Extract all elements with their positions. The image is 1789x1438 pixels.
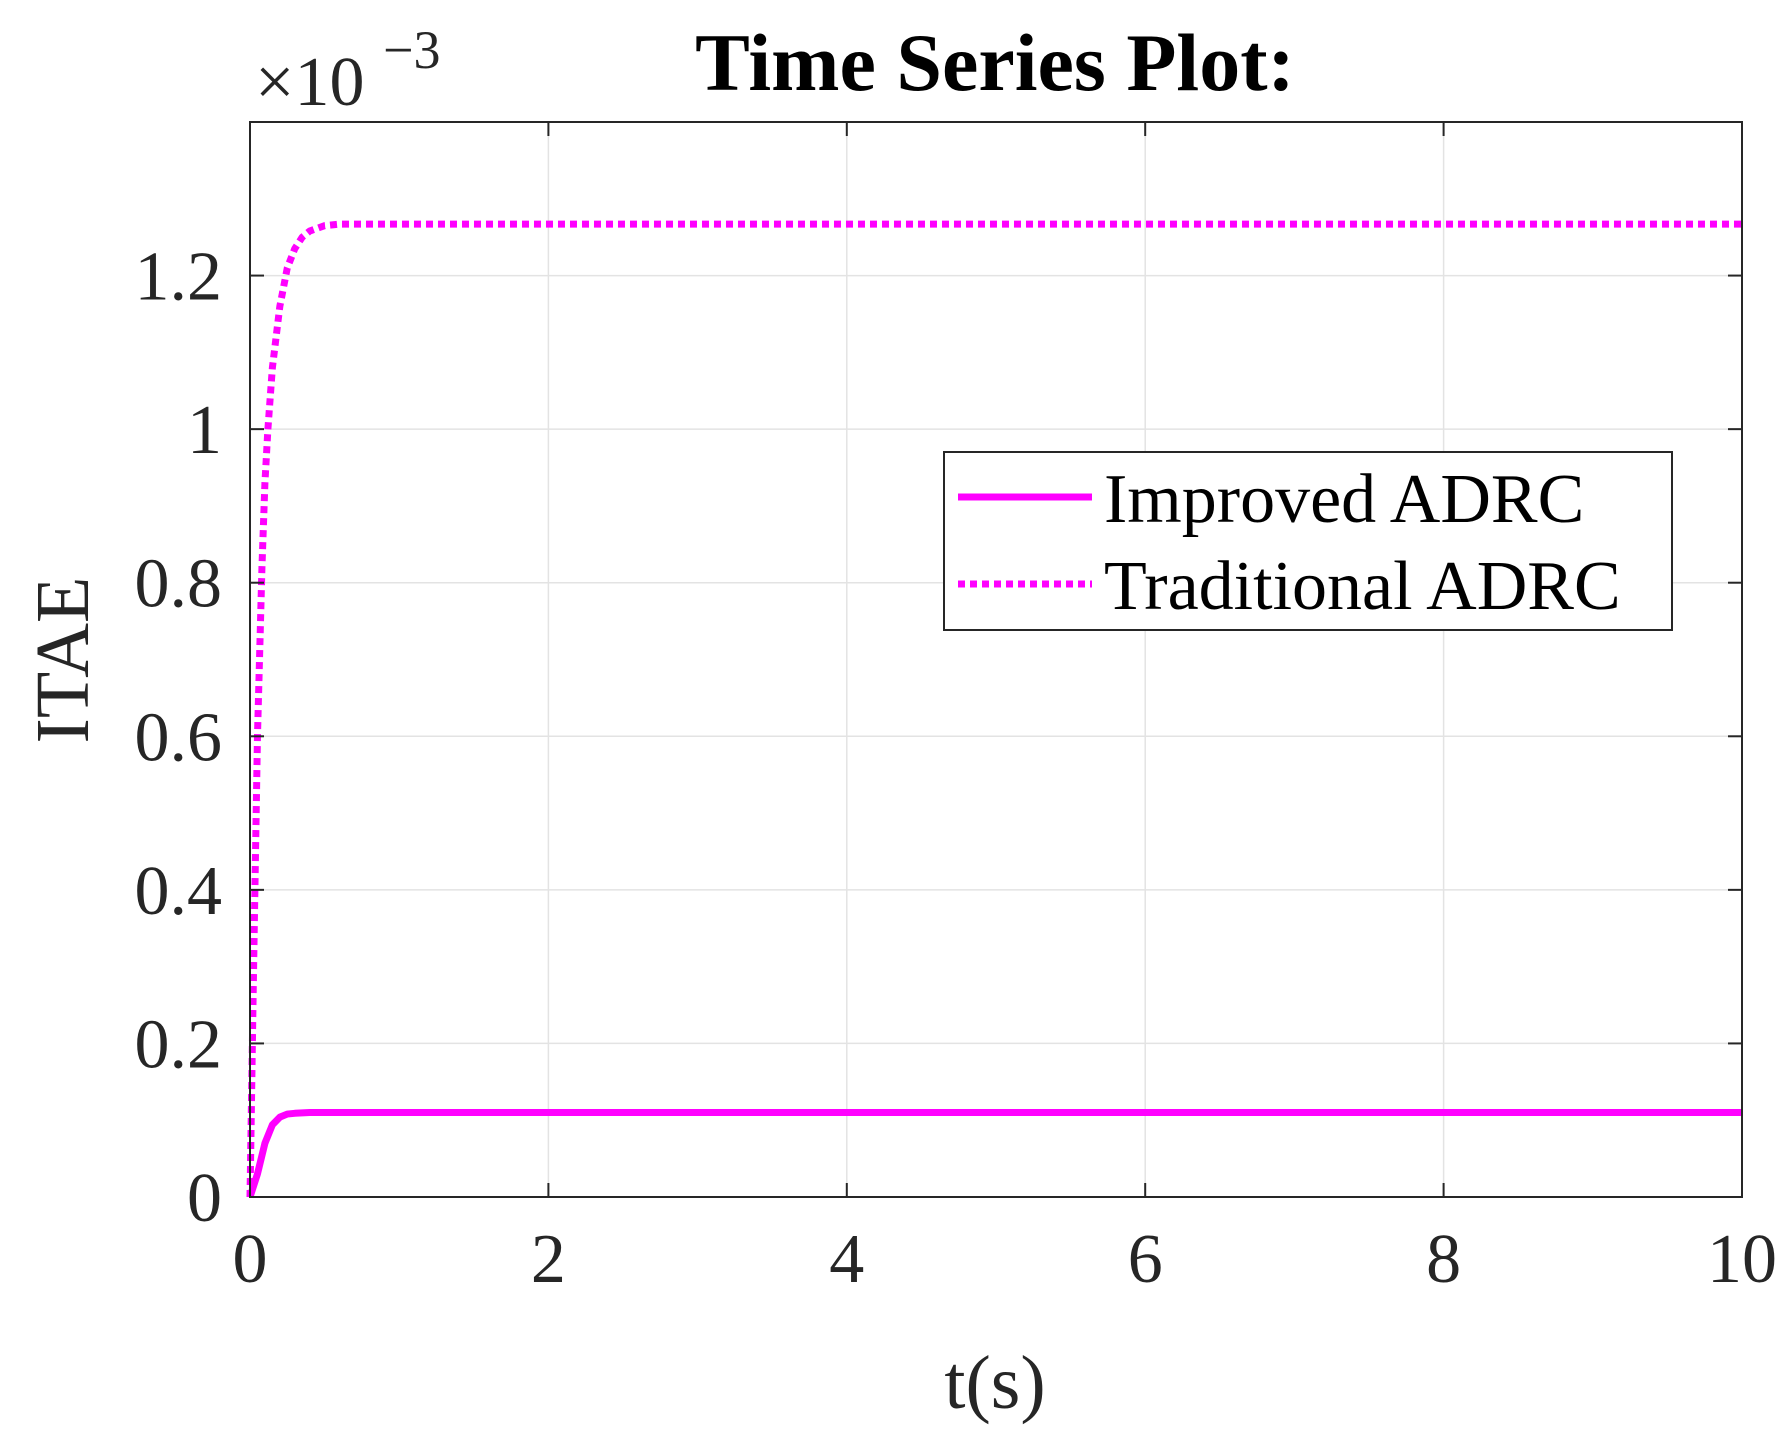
x-axis-title: t(s) — [944, 1341, 1045, 1425]
legend: Improved ADRC Traditional ADRC — [943, 451, 1673, 631]
y-axis-title: ITAE — [21, 577, 105, 744]
plot-frame — [249, 121, 1743, 1198]
x-tick-label: 4 — [829, 1221, 864, 1298]
x-tick-label: 6 — [1128, 1221, 1163, 1298]
y-axis-multiplier: ×10 — [255, 44, 364, 121]
plot-area — [250, 122, 1742, 1197]
x-tick-label: 0 — [233, 1221, 268, 1298]
y-tick-label: 0.4 — [135, 853, 223, 930]
legend-label-improved-adrc: Improved ADRC — [1104, 461, 1584, 538]
axis-ticks: 0 2 4 6 8 10 0 0.2 0.4 0.6 0.8 1 1.2 — [135, 122, 1777, 1298]
legend-label-traditional-adrc: Traditional ADRC — [1104, 548, 1621, 625]
y-tick-label: 0.6 — [135, 699, 223, 776]
x-tick-label: 10 — [1707, 1221, 1777, 1298]
y-axis-multiplier-exponent: −3 — [383, 20, 440, 80]
y-tick-label: 0 — [187, 1160, 222, 1237]
series-lines — [246, 220, 1742, 1199]
series-line-traditional-adrc — [246, 220, 1742, 1198]
y-tick-label: 1.2 — [135, 239, 223, 316]
legend-box — [943, 451, 1673, 631]
x-tick-label: 2 — [531, 1221, 566, 1298]
grid-lines — [250, 122, 1742, 1197]
y-tick-label: 0.2 — [135, 1006, 223, 1083]
y-tick-label: 0.8 — [135, 546, 223, 623]
x-tick-label: 8 — [1426, 1221, 1461, 1298]
chart-title: Time Series Plot: — [695, 17, 1295, 108]
y-tick-label: 1 — [187, 392, 222, 469]
series-line-improved-adrc — [246, 1109, 1742, 1199]
